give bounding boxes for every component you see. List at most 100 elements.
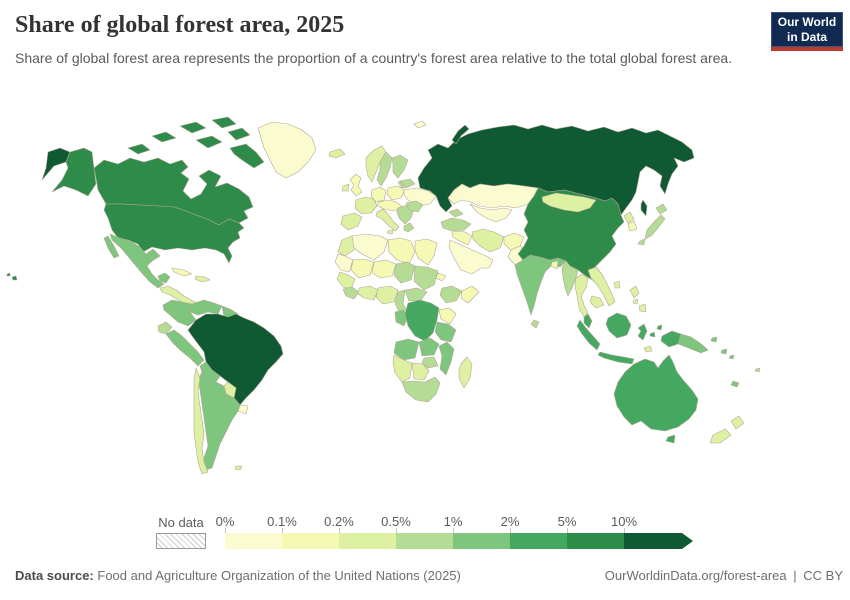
region-caucasus[interactable] xyxy=(448,208,464,218)
country-thailand[interactable] xyxy=(574,273,589,318)
country-chad[interactable] xyxy=(393,261,416,284)
country-somalia[interactable] xyxy=(460,285,480,304)
country-sudan[interactable] xyxy=(413,265,439,291)
country-ireland[interactable] xyxy=(341,183,350,192)
country-hawaii[interactable] xyxy=(6,272,18,281)
region-tasmania[interactable] xyxy=(665,434,676,444)
country-usa[interactable] xyxy=(103,203,245,264)
country-papua-new-guinea[interactable] xyxy=(677,333,709,354)
owid-link[interactable]: OurWorldinData.org/forest-area xyxy=(604,568,787,583)
region-mauritania[interactable] xyxy=(334,253,354,273)
country-norway[interactable] xyxy=(365,145,387,183)
region-sierra-leone-liberia[interactable] xyxy=(342,286,360,300)
country-solomon-islands[interactable] xyxy=(720,348,735,360)
country-china[interactable] xyxy=(517,187,625,282)
country-north-korea[interactable] xyxy=(623,211,635,224)
country-france[interactable] xyxy=(354,196,378,215)
country-belarus[interactable] xyxy=(399,178,416,189)
country-poland[interactable] xyxy=(386,185,406,201)
country-mozambique[interactable] xyxy=(438,341,455,376)
region-ivory-coast-ghana[interactable] xyxy=(357,285,379,301)
country-mexico-baja[interactable] xyxy=(103,235,120,259)
region-syria-iraq[interactable] xyxy=(451,230,473,246)
country-chukotka-west[interactable] xyxy=(41,147,71,181)
country-brazil[interactable] xyxy=(187,313,284,406)
country-italy[interactable] xyxy=(375,208,400,235)
license-link[interactable]: CC BY xyxy=(803,568,843,583)
region-central-asia[interactable] xyxy=(469,203,513,223)
country-central-african-republic[interactable] xyxy=(404,287,428,302)
region-arabian-peninsula[interactable] xyxy=(448,239,494,275)
country-ethiopia[interactable] xyxy=(439,285,463,304)
legend-bin-5%[interactable] xyxy=(567,533,624,549)
country-iceland[interactable] xyxy=(328,148,346,159)
country-kazakhstan[interactable] xyxy=(447,183,539,209)
country-zimbabwe[interactable] xyxy=(421,356,439,369)
country-iran[interactable] xyxy=(471,228,505,253)
region-uganda-kenya[interactable] xyxy=(438,307,457,325)
region-svalbard[interactable] xyxy=(413,120,427,129)
region-new-britain[interactable] xyxy=(710,336,718,343)
no-data-swatch[interactable] xyxy=(156,533,206,549)
country-south-africa[interactable] xyxy=(401,376,441,403)
country-argentina[interactable] xyxy=(197,371,241,471)
legend-bin-0.1%[interactable] xyxy=(282,533,339,549)
region-sumatra[interactable] xyxy=(576,319,601,351)
country-india[interactable] xyxy=(514,254,567,316)
country-turkey[interactable] xyxy=(440,217,472,232)
region-timor[interactable] xyxy=(643,345,653,353)
country-finland[interactable] xyxy=(391,154,409,179)
country-peru[interactable] xyxy=(165,329,205,367)
country-japan[interactable] xyxy=(637,203,668,246)
country-mexico[interactable] xyxy=(109,233,165,289)
country-taiwan[interactable] xyxy=(613,280,621,289)
region-novaya-zemlya[interactable] xyxy=(451,124,470,145)
country-south-korea[interactable] xyxy=(627,220,638,232)
country-libya[interactable] xyxy=(387,237,416,265)
region-new-guinea-west[interactable] xyxy=(660,330,682,348)
region-moluccas[interactable] xyxy=(649,324,663,338)
country-ecuador[interactable] xyxy=(157,321,173,335)
country-myanmar[interactable] xyxy=(561,260,579,297)
country-nigeria[interactable] xyxy=(375,285,399,305)
country-cambodia[interactable] xyxy=(589,295,605,309)
country-madagascar[interactable] xyxy=(458,356,473,389)
country-united-kingdom[interactable] xyxy=(349,173,363,197)
country-egypt[interactable] xyxy=(414,238,438,266)
country-romania[interactable] xyxy=(405,200,424,213)
region-laos-vietnam[interactable] xyxy=(587,266,616,307)
country-colombia[interactable] xyxy=(162,299,197,327)
country-alaska[interactable] xyxy=(51,147,97,197)
country-australia[interactable] xyxy=(613,354,699,432)
country-angola[interactable] xyxy=(393,338,420,361)
legend-bin-0.2%[interactable] xyxy=(339,533,396,549)
legend-bin-0.5%[interactable] xyxy=(396,533,453,549)
country-algeria[interactable] xyxy=(351,233,389,261)
country-sri-lanka[interactable] xyxy=(530,319,540,329)
country-bangladesh[interactable] xyxy=(550,260,559,270)
legend-bin-2%[interactable] xyxy=(510,533,567,549)
country-germany[interactable] xyxy=(370,186,387,203)
country-greenland[interactable] xyxy=(257,121,317,179)
region-sulawesi[interactable] xyxy=(637,323,648,341)
country-namibia[interactable] xyxy=(392,354,413,383)
country-botswana[interactable] xyxy=(411,362,430,381)
country-fiji[interactable] xyxy=(754,367,761,373)
region-borneo[interactable] xyxy=(605,312,632,339)
legend-bin-0%[interactable] xyxy=(225,533,282,549)
legend-bin-10%[interactable] xyxy=(624,533,693,549)
legend-bin-1%[interactable] xyxy=(453,533,510,549)
country-zambia[interactable] xyxy=(418,337,440,357)
country-niger[interactable] xyxy=(371,259,397,279)
country-mali[interactable] xyxy=(350,258,375,279)
country-mexico-yucatan[interactable] xyxy=(157,272,171,284)
region-malay-peninsula[interactable] xyxy=(583,313,593,329)
country-new-zealand[interactable] xyxy=(709,415,745,444)
country-sweden[interactable] xyxy=(376,151,393,187)
country-canada-arctic-islands[interactable] xyxy=(127,116,265,169)
region-iberia[interactable] xyxy=(340,212,363,231)
country-philippines[interactable] xyxy=(629,285,647,313)
region-java[interactable] xyxy=(597,351,635,365)
region-falkland-islands[interactable] xyxy=(234,465,243,471)
region-sakhalin[interactable] xyxy=(640,199,648,217)
